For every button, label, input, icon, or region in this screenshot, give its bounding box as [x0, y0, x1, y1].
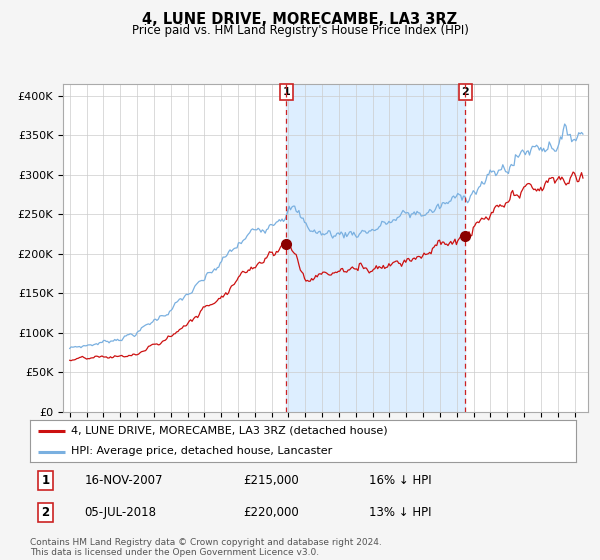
Text: 13% ↓ HPI: 13% ↓ HPI: [368, 506, 431, 519]
Text: 4, LUNE DRIVE, MORECAMBE, LA3 3RZ: 4, LUNE DRIVE, MORECAMBE, LA3 3RZ: [142, 12, 458, 27]
Text: Contains HM Land Registry data © Crown copyright and database right 2024.
This d: Contains HM Land Registry data © Crown c…: [30, 538, 382, 557]
Text: Price paid vs. HM Land Registry's House Price Index (HPI): Price paid vs. HM Land Registry's House …: [131, 24, 469, 36]
Text: 1: 1: [283, 87, 290, 97]
Text: 1: 1: [41, 474, 49, 487]
Text: 05-JUL-2018: 05-JUL-2018: [85, 506, 157, 519]
Text: 16% ↓ HPI: 16% ↓ HPI: [368, 474, 431, 487]
Text: HPI: Average price, detached house, Lancaster: HPI: Average price, detached house, Lanc…: [71, 446, 332, 456]
Text: £215,000: £215,000: [243, 474, 299, 487]
Text: 2: 2: [41, 506, 49, 519]
Bar: [286, 84, 466, 412]
Text: 2: 2: [461, 87, 469, 97]
Text: 16-NOV-2007: 16-NOV-2007: [85, 474, 163, 487]
Text: 4, LUNE DRIVE, MORECAMBE, LA3 3RZ (detached house): 4, LUNE DRIVE, MORECAMBE, LA3 3RZ (detac…: [71, 426, 388, 436]
Text: £220,000: £220,000: [243, 506, 299, 519]
